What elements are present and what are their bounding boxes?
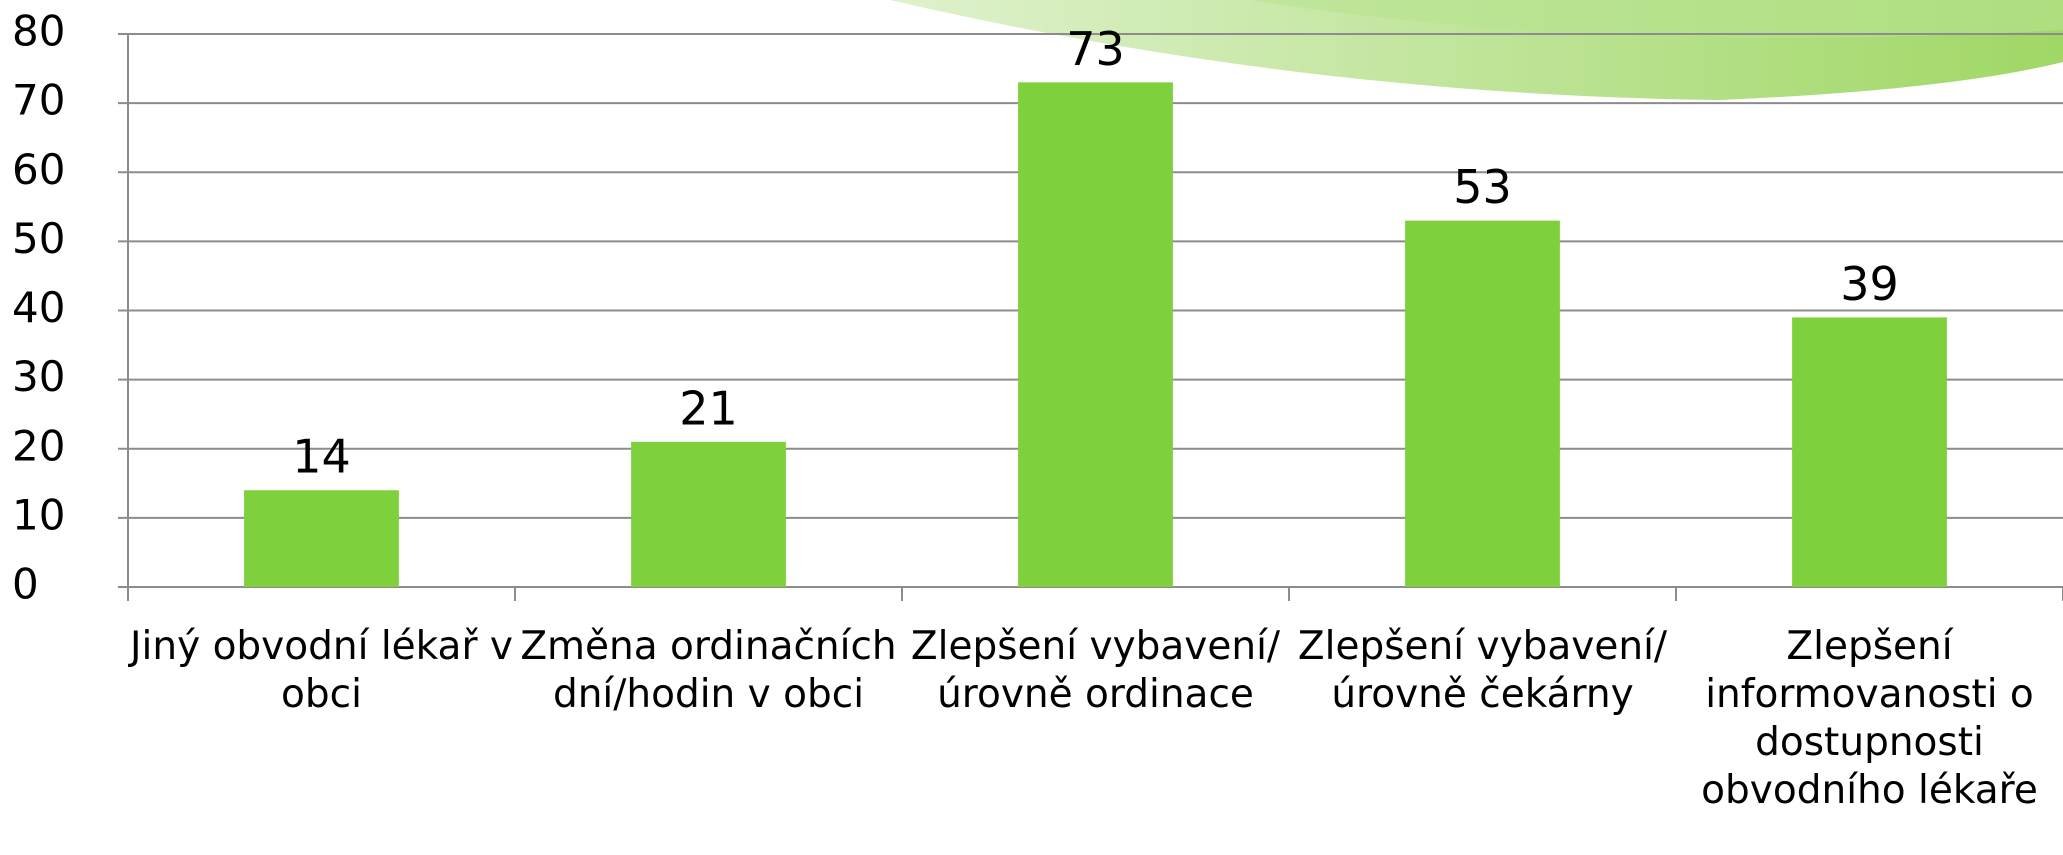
x-tick-label: Zlepšení informovanosti o dostupnosti ob… — [1701, 624, 2038, 813]
x-tick-label: Zlepšení vybavení/úrovně čekárny — [1297, 624, 1668, 717]
bar — [1405, 220, 1560, 587]
x-tick-label: Jiný obvodní lékař v obci — [130, 624, 513, 717]
decoration — [1250, 0, 2063, 38]
data-label: 73 — [1066, 22, 1125, 76]
y-tick-label: 20 — [12, 421, 65, 470]
bar — [1018, 82, 1173, 587]
y-tick-label: 0 — [12, 560, 39, 609]
bar — [244, 490, 399, 587]
x-tick-label: Změna ordinačních dní/hodin v obci — [520, 624, 897, 717]
y-tick-label: 30 — [12, 352, 65, 401]
y-tick-label: 80 — [12, 7, 65, 56]
data-label: 14 — [292, 430, 351, 484]
data-label: 39 — [1840, 257, 1899, 311]
bar — [1792, 317, 1947, 587]
x-tick-label: Zlepšení vybavení/úrovně ordinace — [910, 624, 1281, 717]
y-tick-label: 50 — [12, 214, 65, 263]
y-tick-label: 70 — [12, 76, 65, 125]
y-tick-label: 10 — [12, 490, 65, 539]
data-label: 53 — [1453, 160, 1512, 214]
y-tick-label: 40 — [12, 283, 65, 332]
y-tick-label: 60 — [12, 145, 65, 194]
data-label: 21 — [679, 381, 738, 435]
bar — [631, 441, 786, 587]
